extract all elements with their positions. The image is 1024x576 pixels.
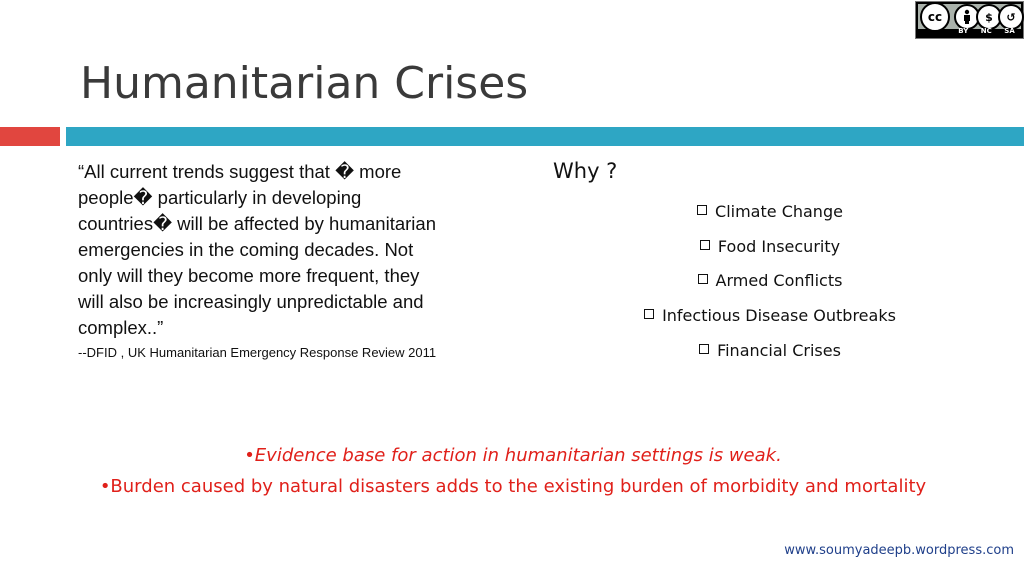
slide-title: Humanitarian Crises — [80, 58, 529, 109]
quote-line: only will they become more frequent, the… — [78, 265, 420, 286]
quote-line: will also be increasingly unpredictable … — [78, 291, 424, 312]
why-list: Climate Change Food Insecurity Armed Con… — [520, 198, 1020, 371]
cc-icon: cc — [920, 2, 950, 32]
title-divider-red — [0, 127, 60, 146]
quote-line: countries� will be affected by humanitar… — [78, 213, 436, 234]
by-icon — [954, 4, 980, 30]
list-item: Food Insecurity — [520, 233, 1020, 268]
square-bullet-icon — [697, 274, 708, 285]
list-item: Financial Crises — [520, 337, 1020, 372]
key-notes: •Evidence base for action in humanitaria… — [90, 440, 936, 502]
list-item-label: Infectious Disease Outbreaks — [662, 306, 896, 326]
square-bullet-icon — [699, 239, 710, 250]
quote-line: complex..” — [78, 317, 164, 338]
list-item: Climate Change — [520, 198, 1020, 233]
quote-line: emergencies in the coming decades. Not — [78, 239, 414, 260]
square-bullet-icon — [644, 309, 655, 320]
quote-line: people� particularly in developing — [78, 187, 362, 208]
cc-label-by: BY — [958, 27, 969, 35]
list-item-label: Armed Conflicts — [715, 271, 843, 291]
cc-license-badge: cc $ ↺ BY NC SA — [915, 1, 1024, 39]
cc-label-nc: NC — [980, 27, 992, 35]
person-icon — [964, 9, 970, 24]
list-item: Infectious Disease Outbreaks — [520, 302, 1020, 337]
quote-block: “All current trends suggest that � more … — [78, 159, 490, 341]
why-heading: Why ? — [553, 159, 618, 183]
square-bullet-icon — [697, 205, 708, 215]
footer-url: www.soumyadeepb.wordpress.com — [784, 543, 1014, 558]
note-disaster-burden: •Burden caused by natural disasters adds… — [99, 476, 927, 497]
cc-label-sa: SA — [1004, 27, 1015, 35]
title-divider-blue — [66, 127, 1024, 146]
square-bullet-icon — [699, 343, 710, 354]
quote-attribution: --DFID , UK Humanitarian Emergency Respo… — [78, 345, 437, 360]
list-item-label: Financial Crises — [717, 340, 841, 360]
cc-badge-icon-strip: cc $ ↺ — [918, 2, 1024, 32]
quote-line: “All current trends suggest that � more — [78, 161, 402, 182]
note-evidence-base: •Evidence base for action in humanitaria… — [244, 445, 782, 466]
cc-badge-labels: BY NC SA — [952, 27, 1021, 36]
list-item-label: Food Insecurity — [717, 236, 841, 256]
sa-icon: ↺ — [998, 4, 1024, 30]
list-item-label: Climate Change — [715, 202, 843, 221]
list-item: Armed Conflicts — [520, 267, 1020, 302]
